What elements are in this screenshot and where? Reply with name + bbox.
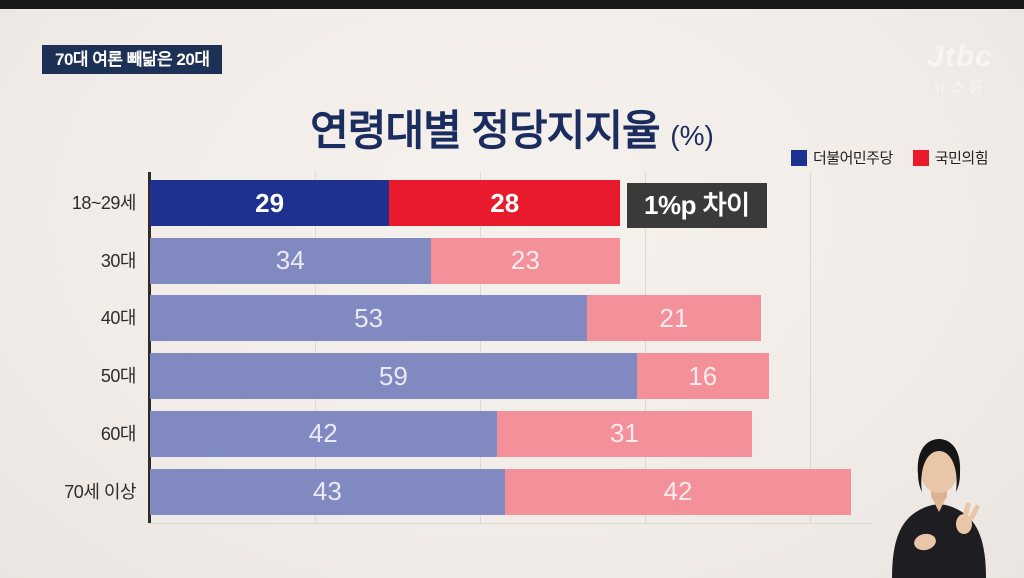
- bar-value: 34: [275, 245, 305, 276]
- difference-callout: 1%p 차이: [627, 183, 767, 228]
- legend-swatch-blue: [790, 149, 807, 166]
- bar-value: 42: [663, 476, 693, 506]
- bar-row4-series0: 42: [150, 410, 497, 457]
- bar-value: 28: [490, 187, 520, 218]
- row-label-0: 18~29세: [71, 193, 137, 213]
- y-axis-line: [148, 172, 151, 524]
- program-name: 뉴스룸: [933, 79, 987, 96]
- bar-value: 42: [308, 418, 338, 449]
- bar-row1-series0: 34: [150, 237, 431, 284]
- bar-value: 31: [609, 418, 639, 449]
- stacked-bar-chart: 18~29세 29 28 30대 34 23 40대 53 21 50대 59 16 60대 42 31 70…: [0, 172, 1024, 525]
- legend-label-democratic: 더불어민주당: [812, 150, 893, 167]
- bar-value: 21: [659, 302, 689, 333]
- legend-item-democratic: 더불어민주당: [790, 147, 893, 168]
- row-label-3: 50대: [100, 366, 137, 387]
- bar-row1-series1: 23: [430, 237, 621, 284]
- bar-value: 29: [255, 187, 285, 218]
- bar-row4-series1: 31: [496, 410, 753, 457]
- legend-item-peoplepower: 국민의힘: [912, 147, 989, 168]
- bar-value: 53: [354, 302, 384, 333]
- bar-row5-series1: 42: [504, 468, 852, 515]
- bar-row3-series0: 59: [150, 353, 637, 400]
- bar-row2-series0: 53: [150, 295, 588, 342]
- bar-row2-series1: 21: [587, 295, 761, 342]
- legend-label-peoplepower: 국민의힘: [934, 150, 989, 167]
- gridline-80: [810, 172, 811, 524]
- bar-row0-series0: 29: [150, 180, 390, 226]
- row-label-5: 70세 이상: [64, 481, 136, 502]
- chart-legend: 더불어민주당 국민의힘: [790, 147, 989, 168]
- row-label-1: 30대: [100, 250, 137, 271]
- chart-title-text: 연령대별 정당지지율: [310, 107, 660, 154]
- headline-banner: 70대 여론 빼닮은 20대: [42, 45, 223, 74]
- jtbc-logo: Jtbc: [927, 40, 993, 73]
- jtbc-watermark: Jtbc 뉴스룸: [912, 40, 1008, 97]
- chart-title: 연령대별 정당지지율 (%): [0, 97, 1024, 158]
- bar-value: 43: [312, 476, 342, 506]
- x-baseline: [148, 523, 872, 524]
- gridline-40: [480, 172, 481, 524]
- gridline-20: [315, 172, 316, 524]
- headline-text: 70대 여론 빼닮은 20대: [55, 50, 210, 69]
- row-label-2: 40대: [100, 308, 137, 329]
- row-label-4: 60대: [100, 423, 137, 444]
- gridline-60: [645, 172, 646, 524]
- bar-row0-series1: 28: [389, 180, 621, 226]
- chart-unit-label: (%): [670, 120, 714, 151]
- letterbox-strip: [0, 0, 1024, 9]
- legend-swatch-red: [912, 149, 929, 166]
- bar-row3-series1: 16: [636, 353, 769, 400]
- bar-value: 59: [378, 360, 408, 391]
- sign-language-interpreter: [892, 439, 986, 578]
- bar-value: 23: [510, 245, 540, 276]
- bar-value: 16: [688, 360, 718, 391]
- bar-row5-series0: 43: [150, 468, 505, 515]
